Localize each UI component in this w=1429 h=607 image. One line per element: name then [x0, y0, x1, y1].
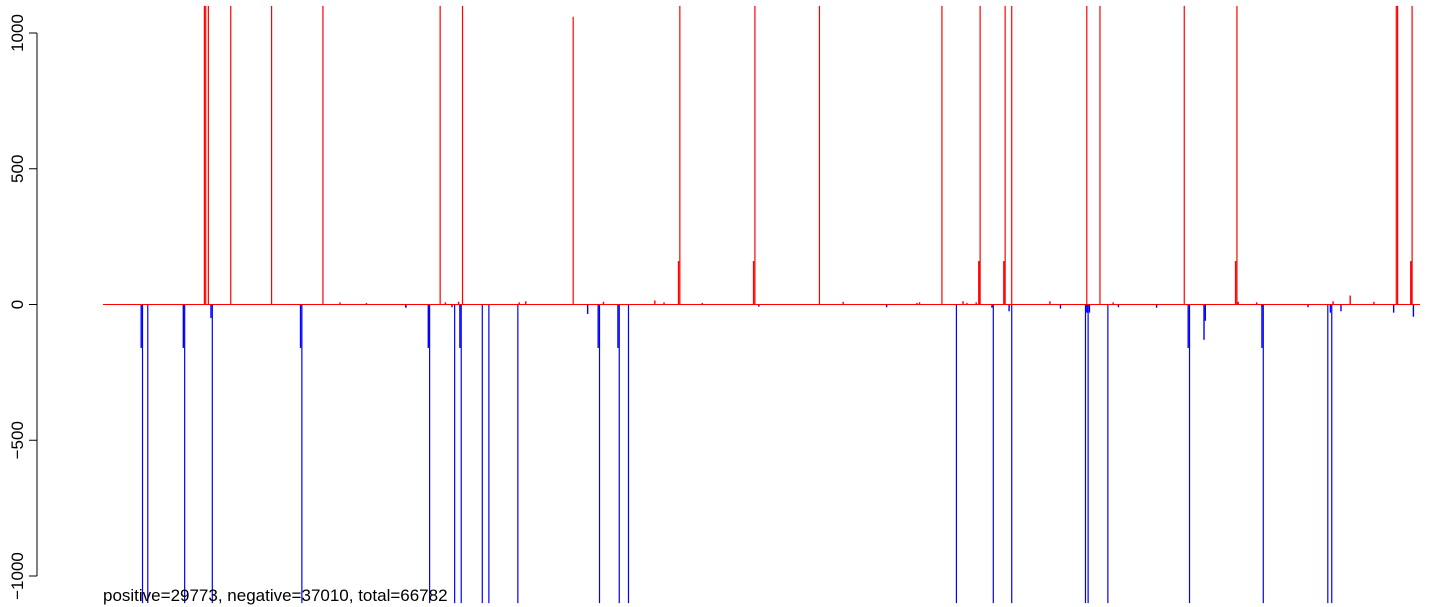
- y-tick-label: 500: [8, 155, 27, 183]
- y-axis: −1000 −500 0 500 1000: [8, 14, 38, 600]
- y-tick-label: 1000: [8, 14, 27, 52]
- y-tick-label: −500: [8, 421, 27, 459]
- y-tick-label: −1000: [8, 552, 27, 600]
- y-tick-label: 0: [8, 300, 27, 309]
- summary-annotation: positive=29773, negative=37010, total=66…: [103, 586, 448, 605]
- bars: [140, 5, 1415, 604]
